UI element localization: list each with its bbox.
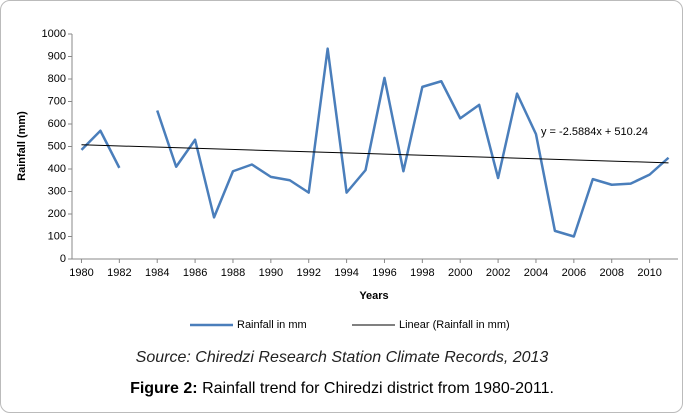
trend-equation: y = -2.5884x + 510.24	[541, 126, 648, 138]
data-line	[80, 47, 670, 238]
legend-label: Linear (Rainfall in mm)	[399, 319, 510, 331]
source-note: Source: Chiredzi Research Station Climat…	[136, 349, 549, 366]
x-tick-label: 1990	[259, 267, 283, 279]
x-tick-label: 1988	[221, 267, 245, 279]
y-tick-label: 600	[48, 118, 66, 130]
x-tick-label: 1996	[372, 267, 396, 279]
y-tick-label: 300	[48, 185, 66, 197]
y-tick-label: 100	[48, 230, 66, 242]
x-tick-label: 2000	[448, 267, 472, 279]
y-axis-title: Rainfall (mm)	[16, 111, 28, 181]
figure-caption: Figure 2: Rainfall trend for Chiredzi di…	[130, 380, 554, 397]
x-tick-label: 1982	[107, 267, 131, 279]
x-tick-label: 1980	[69, 267, 93, 279]
y-tick-label: 0	[60, 253, 66, 265]
trend-line	[81, 144, 669, 164]
x-tick-label: 1984	[145, 267, 169, 279]
y-tick-label: 800	[48, 73, 66, 85]
x-tick-label: 2006	[562, 267, 586, 279]
legend-label: Rainfall in mm	[237, 319, 307, 331]
y-tick-label: 1000	[42, 28, 66, 40]
x-tick-label: 1986	[183, 267, 207, 279]
x-tick-label: 1998	[410, 267, 434, 279]
x-tick-label: 2002	[486, 267, 510, 279]
x-tick-label: 2008	[599, 267, 623, 279]
caption-text: Rainfall trend for Chiredzi district fro…	[202, 380, 554, 397]
y-tick-label: 400	[48, 163, 66, 175]
x-tick-label: 2010	[637, 267, 661, 279]
y-tick-label: 900	[48, 50, 66, 62]
x-tick-label: 1994	[334, 267, 358, 279]
x-tick-label: 1992	[296, 267, 320, 279]
y-tick-label: 500	[48, 140, 66, 152]
x-tick-label: 2004	[524, 267, 548, 279]
y-tick-label: 700	[48, 95, 66, 107]
figure-label: Figure 2:	[130, 380, 198, 397]
x-axis-title: Years	[359, 290, 388, 302]
y-tick-label: 200	[48, 208, 66, 220]
